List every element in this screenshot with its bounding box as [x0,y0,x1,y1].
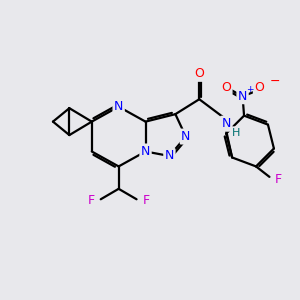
Text: −: − [270,75,280,88]
Text: N: N [165,149,174,163]
Text: O: O [254,81,264,94]
Text: H: H [232,128,240,138]
Text: O: O [194,68,204,80]
Text: F: F [142,194,150,207]
Text: N: N [221,117,231,130]
Text: +: + [246,85,253,94]
Text: N: N [141,145,150,158]
Text: N: N [181,130,190,143]
Text: O: O [221,81,231,94]
Text: F: F [88,194,95,207]
Text: N: N [238,90,247,103]
Text: N: N [114,100,123,113]
Text: F: F [275,173,282,186]
